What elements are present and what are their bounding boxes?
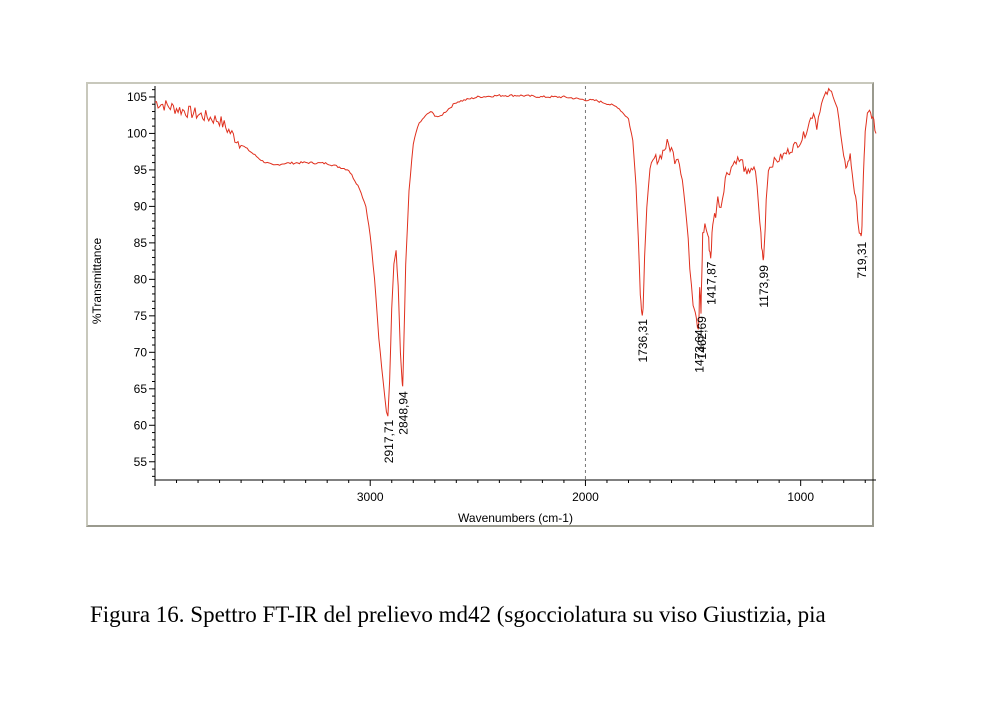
x-axis-title: Wavenumbers (cm-1) (458, 511, 573, 525)
peak-label: 1473,64 (693, 329, 707, 373)
y-axis-title: %Transmittance (90, 238, 104, 325)
axis-layer: 55 60 65 70 75 80 85 90 95 100 105 3000 2000 1000 (127, 86, 876, 504)
y-tick-label: 95 (134, 163, 148, 177)
y-tick-label: 90 (134, 199, 148, 213)
peak-label: 1736,31 (636, 319, 650, 363)
peak-label: 719,31 (855, 241, 869, 278)
y-tick-label: 55 (134, 455, 148, 469)
y-tick-label: 105 (127, 90, 147, 104)
spectrum-line (154, 87, 877, 417)
x-tick-label: 1000 (787, 490, 814, 504)
figure-frame (86, 82, 874, 527)
y-tick-label: 65 (134, 382, 148, 396)
figure-caption: Figura 16. Spettro FT-IR del prelievo md… (90, 602, 826, 627)
y-tick-label: 80 (134, 272, 148, 286)
y-tick-label: 60 (134, 418, 148, 432)
peak-label: 1417,87 (705, 261, 719, 305)
y-tick-label: 100 (127, 126, 147, 140)
peak-label: 1462,69 (695, 316, 709, 360)
peak-label: 1173,99 (757, 265, 771, 308)
y-tick-label: 85 (134, 236, 148, 250)
peak-label: 2917,71 (382, 419, 396, 463)
y-tick-label: 75 (134, 309, 148, 323)
series-layer (154, 87, 877, 417)
y-tick-label: 70 (134, 345, 148, 359)
x-tick-label: 2000 (572, 490, 599, 504)
peak-label: 2848,94 (397, 391, 411, 435)
x-tick-label: 3000 (357, 490, 384, 504)
